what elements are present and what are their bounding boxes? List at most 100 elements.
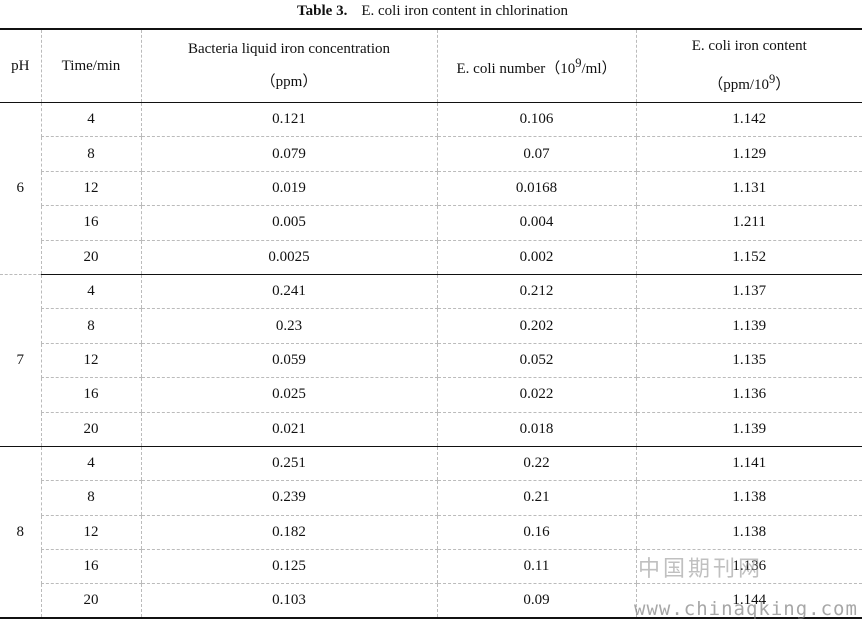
header-iron-line1: Bacteria liquid iron concentration [187,41,390,57]
time-cell: 4 [40,446,141,482]
table-caption-title: E. coli iron content in chlorination [361,3,568,19]
watermark-url: www.chinaqking.com [634,598,858,620]
header-content-exponent: 9 [769,72,776,86]
time-cell: 12 [40,171,141,207]
header-ecoli-number: E. coli number（109/ml） [436,28,636,103]
table-row: 16 0.025 0.022 1.136 [0,377,862,413]
time-cell: 20 [40,583,141,620]
table-row: 8 0.079 0.07 1.129 [0,136,862,172]
table-row: 8 4 0.251 0.22 1.141 [0,446,862,620]
content-cell: 1.142 [635,102,862,138]
table-row: 12 0.182 0.16 1.138 [0,515,862,551]
table-caption: Table 3. E. coli iron content in chlorina… [0,0,865,24]
iron-cell: 0.019 [140,171,437,207]
time-cell: 8 [40,136,141,172]
iron-cell: 0.239 [140,480,437,516]
time-cell: 4 [40,102,141,138]
content-cell: 1.137 [635,274,862,310]
table-row: 16 0.005 0.004 1.211 [0,205,862,241]
number-cell: 0.004 [436,205,636,241]
content-cell: 1.136 [635,549,862,585]
number-cell: 0.0168 [436,171,636,207]
content-cell: 1.211 [635,205,862,241]
iron-cell: 0.182 [140,515,437,551]
content-cell: 1.129 [635,136,862,172]
header-iron-content: E. coli iron content （ppm/109） [635,28,863,103]
table-header-row: pH Time/min Bacteria liquid iron concent… [0,28,863,103]
content-cell: 1.131 [635,171,862,207]
time-cell: 12 [40,343,141,379]
iron-cell: 0.241 [140,274,437,310]
table-row: 8 0.239 0.21 1.138 [0,480,862,516]
table-row: 20 0.021 0.018 1.139 [0,412,862,447]
content-cell: 1.139 [635,308,862,344]
number-cell: 0.22 [436,446,636,482]
time-cell: 12 [40,515,141,551]
time-cell: 16 [40,205,141,241]
iron-cell: 0.021 [140,412,437,447]
watermark-chinese: 中国期刊网 [638,557,764,582]
number-cell: 0.09 [436,583,636,620]
time-cell: 4 [40,274,141,310]
table-row: 7 4 0.241 0.212 1.137 [0,274,862,447]
content-cell: 1.144 [635,583,862,620]
number-cell: 0.16 [436,515,636,551]
header-content-line2: （ppm/109） [637,63,863,102]
header-number-suffix: /ml） [581,60,617,77]
time-cell: 20 [40,240,141,275]
iron-cell: 0.23 [140,308,437,344]
iron-cell: 0.103 [140,583,437,620]
number-cell: 0.002 [436,240,636,275]
number-cell: 0.022 [436,377,636,413]
header-content-line1: E. coli iron content [691,38,807,54]
ph-cell: 7 [0,274,41,447]
content-cell: 1.138 [635,480,862,516]
content-cell: 1.139 [635,412,862,447]
ph-cell: 8 [0,446,41,620]
number-cell: 0.11 [436,549,636,585]
content-cell: 1.152 [635,240,862,275]
iron-content-table: pH Time/min Bacteria liquid iron concent… [0,28,863,620]
table-row: 16 0.125 0.11 1.136 [0,549,862,585]
time-cell: 16 [40,549,141,585]
number-cell: 0.212 [436,274,636,310]
iron-cell: 0.025 [140,377,437,413]
table-caption-label: Table 3. [297,3,348,19]
table-row: 12 0.059 0.052 1.135 [0,343,862,379]
number-cell: 0.202 [436,308,636,344]
ph-cell: 6 [0,102,41,275]
table-row: 6 4 0.121 0.106 1.142 [0,102,862,275]
time-cell: 8 [40,480,141,516]
iron-cell: 0.005 [140,205,437,241]
header-number-prefix: E. coli number（10 [456,60,576,77]
header-number-exponent: 9 [575,55,582,70]
header-ph-label: pH [11,57,30,74]
iron-cell: 0.121 [140,102,437,138]
content-cell: 1.136 [635,377,862,413]
number-cell: 0.07 [436,136,636,172]
header-content-suffix: ） [775,77,791,93]
table-row: 20 0.0025 0.002 1.152 [0,240,862,275]
header-iron-line2: （ppm） [260,74,318,90]
iron-cell: 0.251 [140,446,437,482]
content-cell: 1.135 [635,343,862,379]
content-cell: 1.138 [635,515,862,551]
number-cell: 0.106 [436,102,636,138]
content-cell: 1.141 [635,446,862,482]
time-cell: 8 [40,308,141,344]
iron-cell: 0.0025 [140,240,437,275]
header-content-prefix: （ppm/10 [708,77,770,93]
header-ph: pH [0,28,41,103]
table-row: 8 0.23 0.202 1.139 [0,308,862,344]
header-iron-concentration: Bacteria liquid iron concentration （ppm） [140,28,437,103]
table-row: 12 0.019 0.0168 1.131 [0,171,862,207]
header-time-label: Time/min [61,57,121,74]
table-row: 20 0.103 0.09 1.144 [0,583,862,620]
time-cell: 20 [40,412,141,447]
header-time: Time/min [40,28,141,103]
iron-cell: 0.125 [140,549,437,585]
iron-cell: 0.079 [140,136,437,172]
number-cell: 0.052 [436,343,636,379]
iron-cell: 0.059 [140,343,437,379]
time-cell: 16 [40,377,141,413]
